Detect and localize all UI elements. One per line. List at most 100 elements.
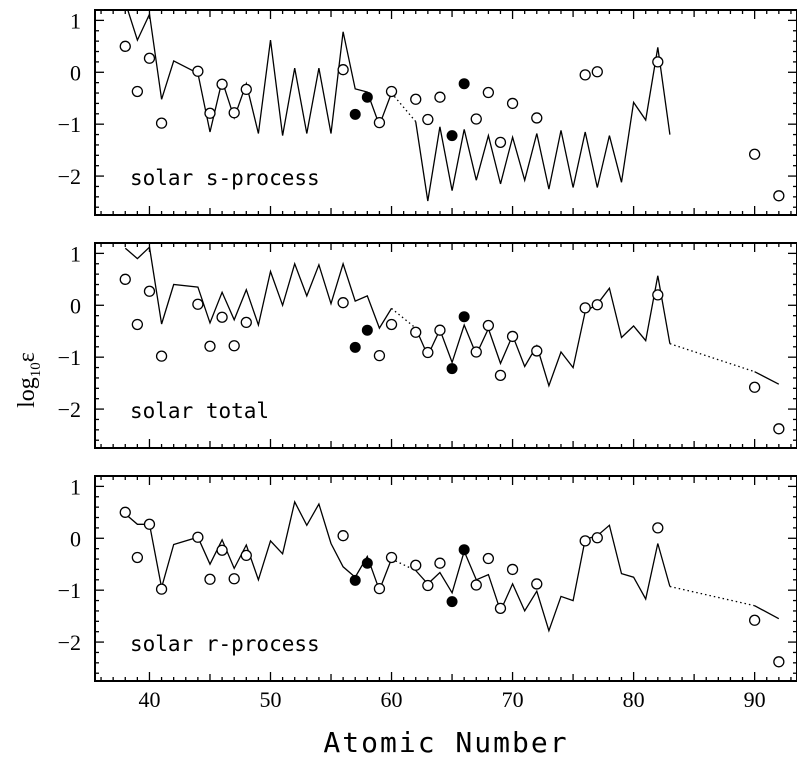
y-tick-label: −1 [58, 345, 81, 370]
model-line-tail [754, 605, 780, 620]
y-axis-title-main: log [14, 377, 40, 408]
observed-open-point [240, 316, 252, 329]
observed-open-point [131, 318, 144, 331]
observed-open-point [652, 522, 664, 534]
y-tick-label: 0 [70, 60, 81, 85]
y-axis-title-symbol: ε [14, 352, 40, 362]
model-line [124, 245, 393, 330]
panel-frame [94, 9, 797, 216]
observed-open-point [216, 544, 228, 556]
observed-open-point [385, 318, 398, 331]
observed-open-point [506, 330, 519, 343]
observed-open-point [216, 311, 228, 323]
observed-open-point [773, 423, 785, 435]
observed-open-point [155, 117, 168, 129]
observed-filled-point [349, 574, 361, 586]
y-axis-title-sub: 10 [28, 362, 44, 377]
observed-open-point [143, 518, 156, 530]
model-line [124, 500, 393, 593]
plot-area [119, 10, 785, 202]
y-tick-label: 0 [70, 526, 81, 551]
observed-open-point [337, 530, 349, 542]
panel-label: solar s-process [130, 166, 320, 190]
observed-open-point [216, 78, 228, 90]
observed-open-point [506, 563, 519, 576]
observed-filled-point [458, 544, 470, 556]
observed-open-point [228, 107, 240, 119]
panel-2: 1 0 −1 −2 solar total [58, 241, 797, 449]
observed-open-point [579, 69, 591, 81]
observed-open-point [228, 340, 240, 352]
plot-area [119, 500, 785, 668]
observed-open-point [240, 83, 252, 96]
model-line-dotted [669, 343, 755, 373]
observed-open-point [531, 578, 543, 590]
observed-open-point [385, 551, 398, 564]
observed-open-point [422, 113, 434, 126]
observed-filled-point [361, 91, 373, 103]
panel-label: solar r-process [130, 632, 320, 656]
x-tick-label: 90 [744, 687, 766, 712]
observed-open-point [410, 93, 422, 105]
model-line-dotted [391, 307, 417, 329]
observed-open-point [240, 549, 252, 562]
x-tick-label: 50 [260, 687, 282, 712]
observed-open-point [119, 273, 131, 285]
observed-open-point [494, 369, 507, 381]
model-line [415, 275, 671, 388]
y-tick-label: −1 [58, 112, 81, 137]
observed-open-point [143, 285, 156, 297]
observed-open-point [131, 551, 144, 564]
panel-frame [94, 475, 797, 682]
observed-open-point [494, 136, 507, 148]
observed-open-point [434, 557, 446, 569]
observed-open-point [385, 85, 398, 98]
observed-filled-point [361, 324, 373, 336]
observed-open-point [748, 381, 761, 393]
observed-open-point [506, 97, 519, 110]
observed-open-point [773, 656, 785, 668]
observed-filled-point [458, 78, 470, 90]
y-tick-label: −1 [58, 578, 81, 603]
observed-open-point [434, 91, 446, 103]
observed-open-point [531, 345, 543, 357]
observed-open-point [410, 326, 422, 338]
observed-filled-point [361, 557, 373, 569]
observed-open-point [119, 506, 131, 518]
x-tick-label: 70 [502, 687, 524, 712]
observed-open-point [652, 289, 664, 301]
y-tick-label: −2 [58, 164, 81, 189]
observed-open-point [494, 602, 507, 614]
observed-open-point [748, 148, 761, 160]
observed-open-point [482, 319, 495, 332]
model-line-dotted [391, 92, 417, 123]
observed-open-point [119, 40, 131, 52]
observed-open-point [579, 302, 591, 314]
observed-open-point [422, 579, 434, 592]
y-tick-label: −2 [58, 630, 81, 655]
observed-open-point [410, 559, 422, 571]
observed-open-point [470, 579, 482, 591]
observed-open-point [579, 535, 591, 547]
y-tick-label: 1 [70, 8, 81, 33]
observed-open-point [591, 66, 603, 78]
observed-open-point [155, 350, 168, 362]
observed-filled-point [446, 596, 458, 608]
observed-open-point [482, 552, 495, 565]
panel-3: 40 50 60 70 80 90 1 0 −1 −2 solar r-process [58, 474, 797, 712]
panels: 1 0 −1 −2 solar s-process 1 0 −1 −2 solar total 40… [58, 8, 797, 712]
observed-filled-point [458, 311, 470, 323]
observed-open-point [531, 112, 543, 124]
model-line [415, 47, 671, 202]
observed-open-point [337, 297, 349, 309]
y-tick-label: 0 [70, 293, 81, 318]
observed-open-point [748, 614, 761, 626]
observed-open-point [204, 573, 216, 585]
observed-open-point [143, 52, 156, 64]
x-axis-title: Atomic Number [323, 726, 568, 757]
observed-filled-point [349, 341, 361, 353]
x-tick-label: 60 [381, 687, 403, 712]
observed-open-point [337, 64, 349, 76]
panel-label: solar total [130, 399, 269, 423]
